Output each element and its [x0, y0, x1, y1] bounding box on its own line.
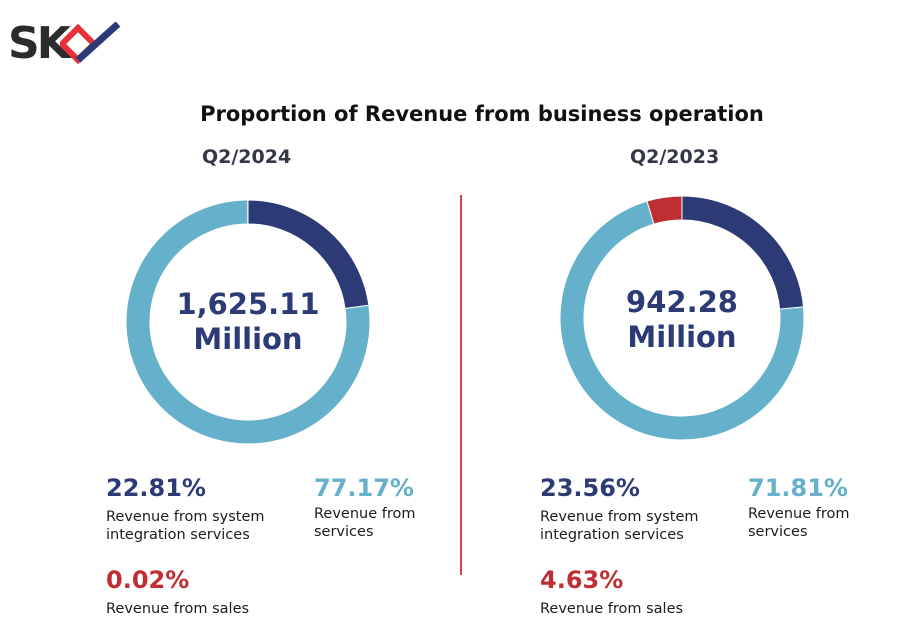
donut-slice-services	[559, 200, 805, 441]
desc-system-integration-q2-2024: Revenue from system integration services	[106, 508, 296, 544]
pct-services-q2-2024: 77.17%	[314, 474, 414, 502]
donut-chart-q2-2024	[125, 199, 371, 445]
desc-line: integration services	[106, 527, 250, 543]
sky-logo: SK	[8, 18, 121, 70]
center-unit: Million	[627, 320, 737, 354]
period-label-q2-2024: Q2/2024	[202, 146, 292, 168]
center-value: 942.28	[626, 285, 738, 319]
desc-system-integration-q2-2023: Revenue from system integration services	[540, 508, 730, 544]
chart-title: Proportion of Revenue from business oper…	[200, 102, 764, 126]
period-label-q2-2023: Q2/2023	[630, 146, 720, 168]
desc-services-q2-2023: Revenue from services	[748, 505, 914, 541]
desc-services-q2-2024: Revenue from services	[314, 505, 504, 541]
pct-sales-q2-2024: 0.02%	[106, 566, 190, 594]
desc-line: services	[748, 524, 808, 540]
donut-slice-services	[125, 199, 371, 445]
divider-line	[460, 195, 462, 575]
logo-text: SK	[8, 18, 71, 69]
pct-system-integration-q2-2024: 22.81%	[106, 474, 206, 502]
donut-chart-q2-2023	[559, 195, 805, 441]
desc-line: Revenue from	[314, 506, 416, 522]
desc-line: Revenue from	[748, 506, 850, 522]
pct-services-q2-2023: 71.81%	[748, 474, 848, 502]
desc-line: Revenue from system	[540, 509, 699, 525]
desc-line: services	[314, 524, 374, 540]
desc-sales-q2-2023: Revenue from sales	[540, 601, 684, 617]
desc-line: Revenue from system	[106, 509, 265, 525]
donut-slice-sales	[646, 195, 683, 225]
center-value: 1,625.11	[176, 287, 320, 321]
logo-y-mark-icon	[60, 22, 121, 65]
center-total-q2-2024: 1,625.11 Million	[148, 287, 348, 357]
center-unit: Million	[193, 322, 303, 356]
desc-sales-q2-2024: Revenue from sales	[106, 601, 250, 617]
center-total-q2-2023: 942.28 Million	[582, 285, 782, 355]
pct-sales-q2-2023: 4.63%	[540, 566, 624, 594]
desc-line: integration services	[540, 527, 684, 543]
pct-system-integration-q2-2023: 23.56%	[540, 474, 640, 502]
